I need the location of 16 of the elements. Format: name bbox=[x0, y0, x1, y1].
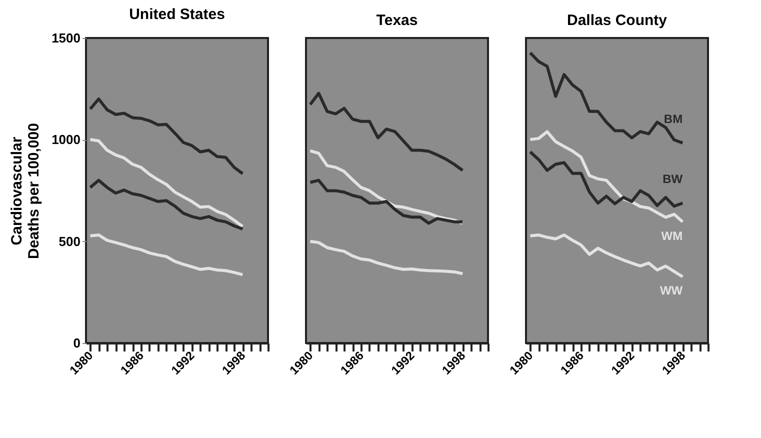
line-series bbox=[88, 234, 244, 276]
chart-title: United States bbox=[129, 6, 225, 23]
chart-title: Texas bbox=[376, 12, 418, 29]
series-label: BW bbox=[662, 172, 684, 186]
line-series bbox=[88, 138, 244, 228]
series-label: WM bbox=[661, 228, 683, 243]
y-tick-label: 1500 bbox=[52, 30, 80, 46]
y-tick-label: 500 bbox=[58, 234, 80, 249]
series-label: BM bbox=[664, 112, 683, 126]
y-tick-label: 1000 bbox=[52, 132, 80, 148]
y-axis-title: Cardiovascular Deaths per 100,000 bbox=[8, 123, 43, 259]
line-series bbox=[88, 178, 244, 230]
series-label: WW bbox=[660, 284, 684, 298]
chart-title: Dallas County bbox=[566, 12, 668, 29]
line-series bbox=[88, 98, 244, 176]
y-tick-label: 0 bbox=[73, 336, 80, 350]
